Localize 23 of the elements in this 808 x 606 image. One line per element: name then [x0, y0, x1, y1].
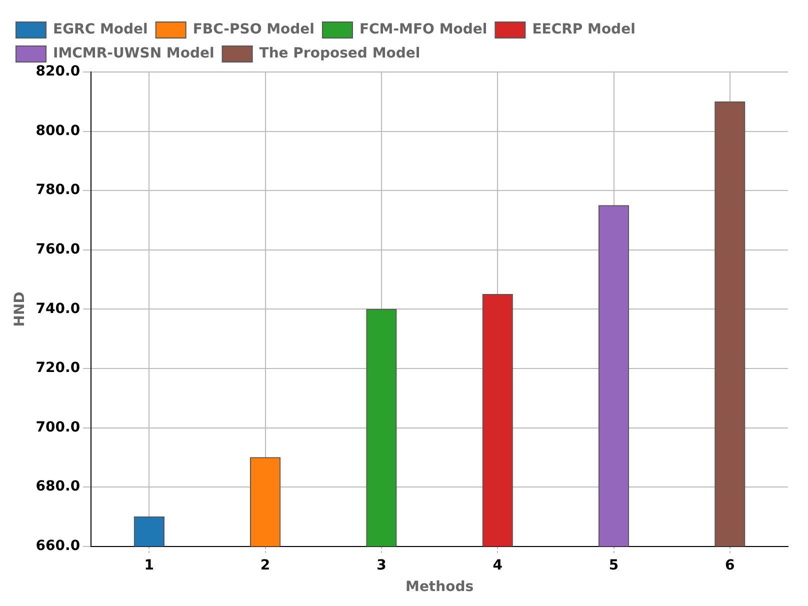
legend-label: The Proposed Model — [259, 46, 420, 62]
y-tick-label: 700.0 — [36, 419, 80, 436]
y-tick-label: 780.0 — [36, 182, 80, 198]
y-tick-label: 820.0 — [36, 64, 80, 80]
y-tick-label: 720.0 — [36, 360, 80, 376]
y-axis-title: HND — [12, 292, 28, 327]
legend-label: FCM-MFO Model — [359, 22, 488, 38]
legend-label: EECRP Model — [532, 22, 636, 38]
y-tick-label: 660.0 — [36, 538, 80, 554]
x-tick-label: 1 — [144, 557, 154, 574]
legend-label: EGRC Model — [53, 22, 148, 38]
y-tick-label: 740.0 — [36, 300, 80, 317]
y-tick-label: 680.0 — [36, 478, 80, 495]
legend-label: IMCMR-UWSN Model — [53, 46, 214, 62]
legend-label: FBC-PSO Model — [192, 22, 314, 38]
y-tick-label: 800.0 — [36, 122, 80, 139]
x-tick-label: 3 — [376, 557, 386, 574]
x-tick-label: 5 — [608, 557, 619, 574]
x-tick-label: 6 — [725, 557, 735, 574]
x-tick-label: 4 — [492, 557, 503, 574]
x-axis-title: Methods — [406, 579, 474, 596]
y-tick-label: 760.0 — [36, 242, 80, 258]
x-tick-label: 2 — [260, 557, 270, 574]
